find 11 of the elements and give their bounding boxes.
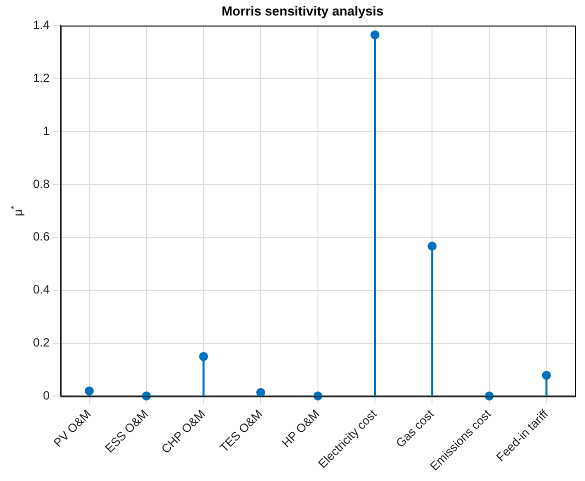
y-tick-label: 0 <box>42 388 50 403</box>
chart-title: Morris sensitivity analysis <box>222 3 384 18</box>
y-tick-label: 0.2 <box>32 336 50 350</box>
y-tick-label: 0.4 <box>32 282 50 297</box>
y-tick-label: 0.8 <box>32 176 50 191</box>
x-tick-label: Gas cost <box>393 406 438 450</box>
y-tick-label: 1 <box>42 124 50 138</box>
y-axis-title: μ* <box>9 205 25 216</box>
y-tick-label: 1.4 <box>32 18 50 32</box>
y-tick-label: 0.6 <box>32 230 50 244</box>
y-tick-label: 1.2 <box>32 70 50 85</box>
